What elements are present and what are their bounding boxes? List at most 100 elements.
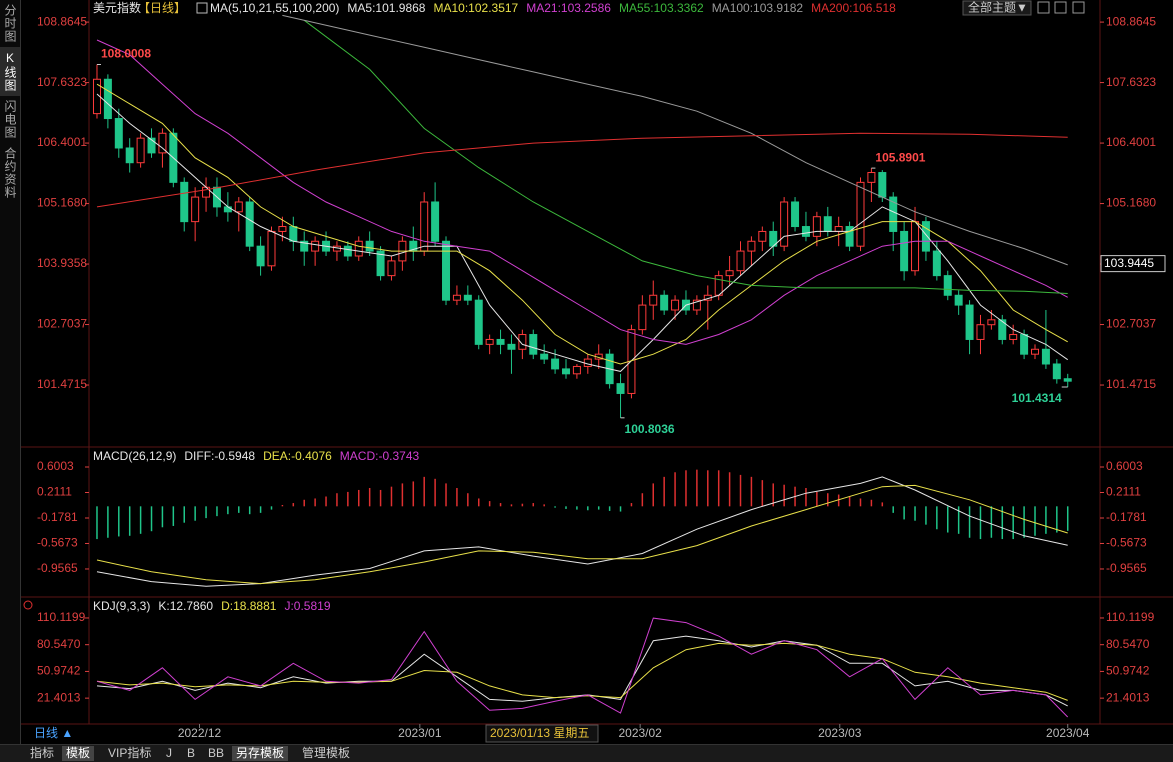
candle-body bbox=[507, 343, 516, 350]
legend-entry: MA55:103.3362 bbox=[619, 1, 704, 15]
theme-button-box[interactable] bbox=[962, 0, 1032, 16]
candle-body bbox=[354, 240, 363, 257]
bottom-tab[interactable]: VIP指标 bbox=[108, 746, 152, 760]
side-tab[interactable]: 闪电图 bbox=[3, 100, 17, 139]
y-tick-label: 0.6003 bbox=[37, 459, 74, 473]
extreme-label: 108.0008 bbox=[101, 47, 151, 61]
legend-entry: MA5:101.9868 bbox=[347, 1, 425, 15]
candle-body bbox=[998, 319, 1007, 340]
indicator-title: MACD(26,12,9) bbox=[93, 449, 176, 463]
y-tick-label: 21.4013 bbox=[37, 690, 81, 704]
price-tag-box bbox=[1100, 255, 1166, 273]
candle-body bbox=[1063, 378, 1072, 382]
line bbox=[96, 39, 1068, 345]
candle-body bbox=[452, 294, 461, 301]
candle-body bbox=[671, 299, 680, 311]
x-tick-label: 2023/01 bbox=[398, 726, 442, 740]
y-tick-label: -0.1781 bbox=[37, 510, 78, 524]
line bbox=[96, 642, 1068, 701]
line bbox=[96, 132, 1068, 208]
y-tick-label: 103.9358 bbox=[37, 256, 87, 270]
candle-body bbox=[420, 201, 429, 252]
candle-body bbox=[867, 172, 876, 183]
icon[interactable] bbox=[1072, 1, 1085, 14]
candle-body bbox=[387, 260, 396, 277]
candle-body bbox=[791, 201, 800, 228]
candle-body bbox=[878, 172, 887, 198]
side-tab[interactable]: K线图 bbox=[0, 47, 20, 96]
candle-body bbox=[921, 221, 930, 252]
line bbox=[96, 476, 1068, 587]
candle-body bbox=[311, 240, 320, 252]
candle-body bbox=[812, 216, 821, 237]
candle-body bbox=[780, 201, 789, 247]
candle-body bbox=[518, 334, 527, 350]
candle-body bbox=[300, 240, 309, 252]
extreme-label: 101.4314 bbox=[1012, 391, 1062, 405]
period-button[interactable]: 日线 ▲ bbox=[34, 726, 73, 740]
side-tabs: 分时图 K线图 闪电图 合约资料 bbox=[0, 0, 21, 744]
candle-body bbox=[736, 250, 745, 272]
candle-body bbox=[900, 230, 909, 272]
candle-body bbox=[1052, 363, 1061, 380]
y-tick-label: 80.5470 bbox=[1106, 637, 1150, 651]
candle-body bbox=[442, 240, 451, 301]
candle-body bbox=[136, 137, 145, 164]
candle-body bbox=[638, 304, 647, 331]
legend-entry: MA21:103.2586 bbox=[526, 1, 611, 15]
panel bbox=[96, 617, 1069, 718]
candle-body bbox=[1041, 348, 1050, 365]
candle-body bbox=[92, 78, 101, 115]
candle-body bbox=[823, 216, 832, 232]
candle-body bbox=[485, 338, 494, 345]
candle-body bbox=[540, 353, 549, 360]
y-tick-label: 108.8645 bbox=[1106, 14, 1156, 28]
candle-body bbox=[343, 245, 352, 257]
icon[interactable] bbox=[1054, 1, 1067, 14]
y-tick-label: 50.9742 bbox=[37, 664, 81, 678]
side-tab[interactable]: 合约资料 bbox=[3, 147, 17, 199]
bottom-tab[interactable]: 管理模板 bbox=[302, 746, 351, 760]
legend-entry: J:0.5819 bbox=[284, 599, 330, 613]
y-tick-label: 101.4715 bbox=[1106, 377, 1156, 391]
panel bbox=[92, 14, 1072, 418]
candle-body bbox=[911, 221, 920, 272]
legend-entry: DEA:-0.4076 bbox=[263, 449, 332, 463]
icon[interactable] bbox=[196, 2, 208, 14]
bottom-tab[interactable]: 模板 bbox=[62, 746, 95, 761]
panel bbox=[96, 469, 1069, 587]
x-tick-label: 2023/04 bbox=[1046, 726, 1090, 740]
icon[interactable] bbox=[23, 600, 33, 610]
cursor-date: 2023/01/13 星期五 bbox=[490, 726, 589, 740]
theme-button[interactable]: 全部主题▼ bbox=[968, 0, 1028, 15]
side-tab[interactable]: 分时图 bbox=[3, 4, 17, 43]
bottom-tab[interactable]: BB bbox=[208, 746, 225, 760]
x-tick-label: 2022/12 bbox=[178, 726, 222, 740]
bottom-tab[interactable]: 另存模板 bbox=[232, 746, 289, 761]
line bbox=[96, 635, 1068, 707]
y-tick-label: 105.1680 bbox=[37, 196, 87, 210]
icon[interactable] bbox=[1037, 1, 1050, 14]
extreme-label: 105.8901 bbox=[875, 150, 925, 164]
legend-entry: MACD:-0.3743 bbox=[340, 449, 420, 463]
candle-body bbox=[125, 147, 134, 164]
candle-body bbox=[223, 206, 232, 213]
bottom-tab[interactable]: 指标 bbox=[30, 746, 55, 760]
y-tick-label: 50.9742 bbox=[1106, 664, 1150, 678]
y-tick-label: 0.2111 bbox=[37, 485, 72, 499]
candle-body bbox=[202, 186, 211, 198]
candle-body bbox=[1020, 334, 1029, 355]
legend-entry: MA200:106.518 bbox=[811, 1, 896, 15]
indicator-title: KDJ(9,3,3) bbox=[93, 599, 150, 613]
candle-body bbox=[256, 245, 265, 267]
chart: 美元指数 【日线】 全部主题▼ 日线 ▲ 2023/01/13 星期五 108.… bbox=[21, 0, 1173, 743]
bottom-tab[interactable]: J bbox=[166, 746, 172, 760]
candle-body bbox=[496, 338, 505, 345]
bottom-tab[interactable]: B bbox=[187, 746, 196, 760]
candle-body bbox=[551, 358, 560, 370]
bottom-tabs: 指标 模板 VIP指标 J B BB 另存模板 管理模板 bbox=[0, 744, 1173, 762]
legend-entry: MA10:102.3517 bbox=[433, 1, 518, 15]
line bbox=[303, 19, 1068, 294]
y-tick-label: 0.6003 bbox=[1106, 459, 1143, 473]
